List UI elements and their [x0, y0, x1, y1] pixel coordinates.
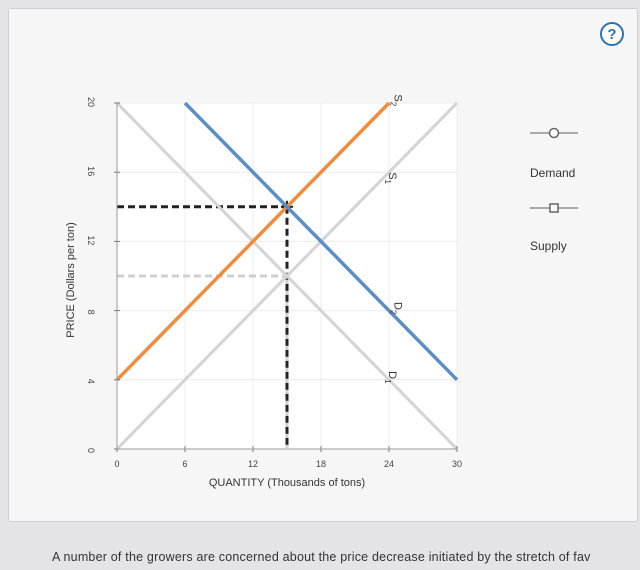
curve-label: S1 — [383, 172, 398, 184]
curve-d2 — [183, 101, 459, 382]
curve-label: D2 — [389, 302, 404, 315]
curve-label-sub: 2 — [389, 102, 398, 107]
x-tick-label: 18 — [316, 459, 326, 469]
x-tick-label: 30 — [452, 459, 462, 469]
curve-s2 — [115, 101, 391, 382]
legend-marker-square — [549, 203, 559, 213]
x-tick-label: 24 — [384, 459, 394, 469]
curves — [115, 101, 459, 451]
question-text: A number of the growers are concerned ab… — [52, 550, 591, 564]
y-tick-label: 8 — [86, 310, 96, 315]
help-button[interactable]: ? — [600, 22, 624, 46]
curve-label-main: S — [392, 94, 404, 101]
curve-label-main: D — [386, 371, 398, 379]
help-icon: ? — [607, 25, 617, 43]
x-axis-label: QUANTITY (Thousands of tons) — [209, 477, 365, 489]
curve-label: S2 — [389, 94, 404, 106]
curve-label-sub: 1 — [383, 180, 392, 185]
y-tick-label: 12 — [86, 235, 96, 245]
curve-label-text: S2 — [389, 94, 404, 106]
legend: Demand Supply — [530, 127, 578, 253]
x-tick-label: 6 — [182, 459, 187, 469]
curve-d1 — [115, 101, 459, 451]
curve-label-main: D — [392, 302, 404, 310]
curve-label-main: S — [386, 172, 398, 179]
y-tick-label: 20 — [86, 97, 96, 107]
curve-label-sub: 1 — [383, 379, 392, 384]
legend-label-demand: Demand — [530, 166, 575, 180]
y-tick-label: 16 — [86, 166, 96, 176]
curve-label-text: D1 — [383, 371, 398, 384]
x-tick-label: 12 — [248, 459, 258, 469]
curve-label-text: D2 — [389, 302, 404, 315]
curve-label-text: S1 — [383, 172, 398, 184]
legend-label-supply: Supply — [530, 239, 567, 253]
x-tick-label: 0 — [114, 459, 119, 469]
legend-marker-circle — [548, 127, 560, 139]
curve-label: D1 — [383, 371, 398, 384]
curve-label-sub: 2 — [389, 310, 398, 315]
y-tick-label: 0 — [86, 448, 96, 453]
y-axis-label: PRICE (Dollars per ton) — [65, 222, 77, 338]
y-tick-label: 4 — [86, 379, 96, 384]
